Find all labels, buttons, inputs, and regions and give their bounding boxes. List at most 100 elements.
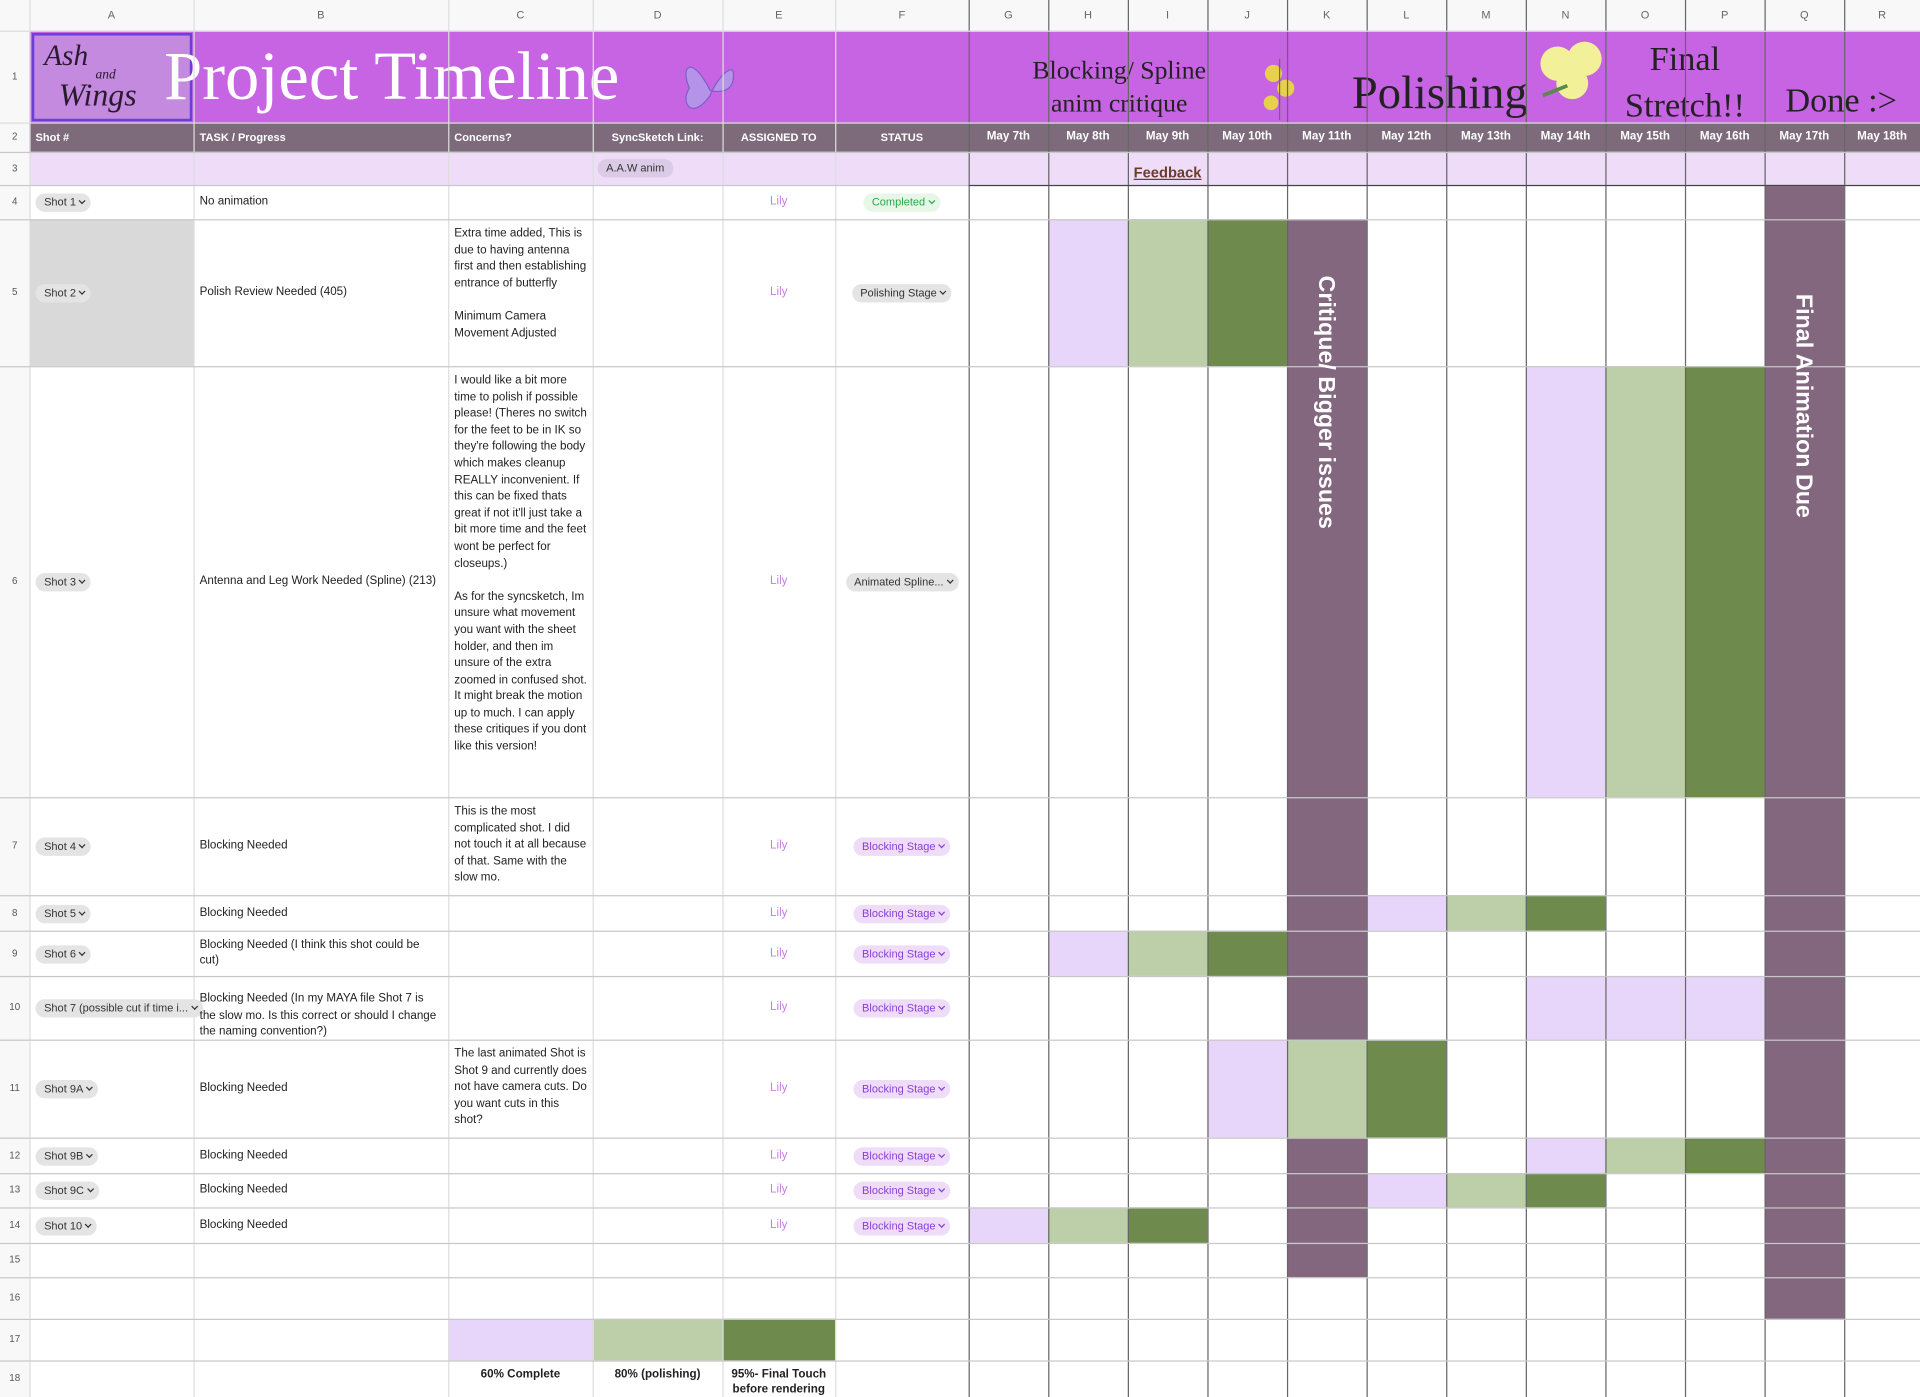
row-number: 6: [11, 575, 18, 587]
column-header: May 12th: [1381, 129, 1432, 144]
grid-line: [447, 0, 449, 1397]
timeline-block: [1286, 895, 1367, 931]
timeline-block: [1286, 1207, 1367, 1243]
column-header-bar: [0, 0, 1920, 31]
column-letter: J: [1244, 8, 1250, 21]
shot-pill[interactable]: Shot 6: [35, 944, 91, 964]
status-pill[interactable]: Completed: [863, 193, 940, 212]
grid-line: [1047, 0, 1049, 1397]
task: Blocking Needed: [199, 1147, 288, 1162]
assignee: Lily: [770, 905, 788, 919]
column-header: May 10th: [1222, 129, 1273, 144]
status-pill[interactable]: Blocking Stage: [853, 1181, 951, 1201]
grid-line: [1843, 0, 1845, 1397]
column-header: May 13th: [1461, 129, 1511, 144]
flower-icon: [1540, 41, 1602, 100]
timeline-block: [1286, 1137, 1367, 1174]
timeline-block: [1286, 1242, 1367, 1278]
column-letter: B: [317, 8, 325, 21]
timeline-block: [1286, 366, 1367, 798]
link-chip[interactable]: A.A.W anim: [597, 159, 673, 178]
status-pill[interactable]: Blocking Stage: [853, 1216, 951, 1235]
status-pill[interactable]: Animated Spline...: [845, 573, 959, 592]
grid-line: [968, 184, 1920, 187]
timeline-cell: [1684, 1137, 1765, 1174]
timeline-block: [1286, 1173, 1367, 1208]
status-pill[interactable]: Blocking Stage: [853, 944, 951, 964]
grid-line: [0, 1136, 1920, 1139]
row-number: 2: [11, 131, 18, 143]
column-header: ASSIGNED TO: [740, 131, 817, 144]
shot-pill[interactable]: Shot 10: [35, 1216, 97, 1235]
timeline-cell: [1127, 219, 1208, 367]
timeline-cell: [1605, 366, 1685, 798]
title: Project Timeline: [164, 39, 620, 116]
task: Blocking Needed: [199, 838, 288, 853]
grid-line: [967, 0, 970, 1397]
column-header: Shot #: [35, 131, 70, 144]
legend-label: 80% (polishing): [614, 1367, 701, 1382]
grid-line: [1365, 0, 1368, 1397]
grid-line: [834, 0, 836, 1397]
shot-pill[interactable]: Shot 9C: [35, 1181, 99, 1201]
timeline-cell: [1366, 1039, 1447, 1138]
legend-label: 60% Complete: [480, 1367, 561, 1382]
task: Polish Review Needed (405): [199, 285, 348, 299]
assignee: Lily: [770, 574, 788, 588]
header-row: [0, 122, 1920, 152]
column-letter: N: [1561, 8, 1570, 21]
status-pill[interactable]: Blocking Stage: [853, 999, 951, 1018]
timeline-cell: [1366, 1173, 1447, 1208]
timeline-cell: [1207, 1039, 1287, 1138]
shot-pill[interactable]: Shot 5: [35, 904, 91, 923]
timeline-cell: [448, 1318, 593, 1361]
grid-line: [0, 930, 1920, 932]
task: Antenna and Leg Work Needed (Spline) (21…: [199, 574, 437, 588]
feedback-link[interactable]: Feedback: [1133, 164, 1202, 182]
shot-pill[interactable]: Shot 1: [35, 193, 91, 212]
shot-pill[interactable]: Shot 3: [35, 573, 91, 592]
row-number: 18: [9, 1372, 21, 1384]
row-number: 5: [11, 286, 18, 298]
shot-pill[interactable]: Shot 9A: [35, 1080, 98, 1099]
grid-line: [592, 0, 594, 1397]
status-pill[interactable]: Blocking Stage: [853, 904, 951, 923]
assignee: Lily: [770, 1217, 788, 1232]
status-pill[interactable]: Blocking Stage: [853, 837, 951, 856]
shot-pill[interactable]: Shot 7 (possible cut if time i...: [35, 999, 203, 1018]
annotation: Critique/ Bigger issues: [1312, 275, 1339, 529]
timeline-cell: [1048, 1207, 1128, 1243]
column-letter: P: [1721, 8, 1729, 21]
status-pill[interactable]: Blocking Stage: [853, 1080, 951, 1099]
assignee: Lily: [770, 945, 788, 960]
grid-line: [1445, 0, 1447, 1397]
timeline-cell: [1127, 1207, 1208, 1243]
logo-text: Wings: [58, 77, 137, 113]
grid-line: [192, 0, 195, 1397]
column-header: May 17th: [1779, 129, 1830, 144]
status-pill[interactable]: Polishing Stage: [851, 284, 952, 303]
shot-pill[interactable]: Shot 4: [35, 837, 91, 856]
timeline-cell: [1207, 219, 1287, 367]
column-header: May 8th: [1066, 129, 1110, 144]
column-header: May 15th: [1620, 129, 1671, 144]
column-header: SyncSketch Link:: [611, 131, 704, 144]
grid-line: [0, 796, 1920, 798]
status-pill[interactable]: Blocking Stage: [853, 1146, 951, 1166]
column-letter: C: [516, 8, 525, 21]
grid-line: [0, 975, 1920, 977]
timeline-cell: [1048, 930, 1128, 976]
grid-line: [0, 1318, 1920, 1320]
row-number: 12: [9, 1149, 21, 1161]
column-header: May 7th: [986, 129, 1031, 144]
shot-pill[interactable]: Shot 9B: [35, 1146, 98, 1166]
column-letter: G: [1004, 8, 1013, 21]
timeline-block: [1764, 184, 1845, 1319]
row3-band: [29, 151, 1920, 185]
column-letter: A: [107, 8, 116, 21]
shot-pill[interactable]: Shot 2: [35, 284, 91, 303]
concerns: The last animated Shot is Shot 9 and cur…: [454, 1046, 587, 1127]
grid-line: [0, 1206, 1920, 1208]
task: Blocking Needed: [199, 1182, 288, 1197]
